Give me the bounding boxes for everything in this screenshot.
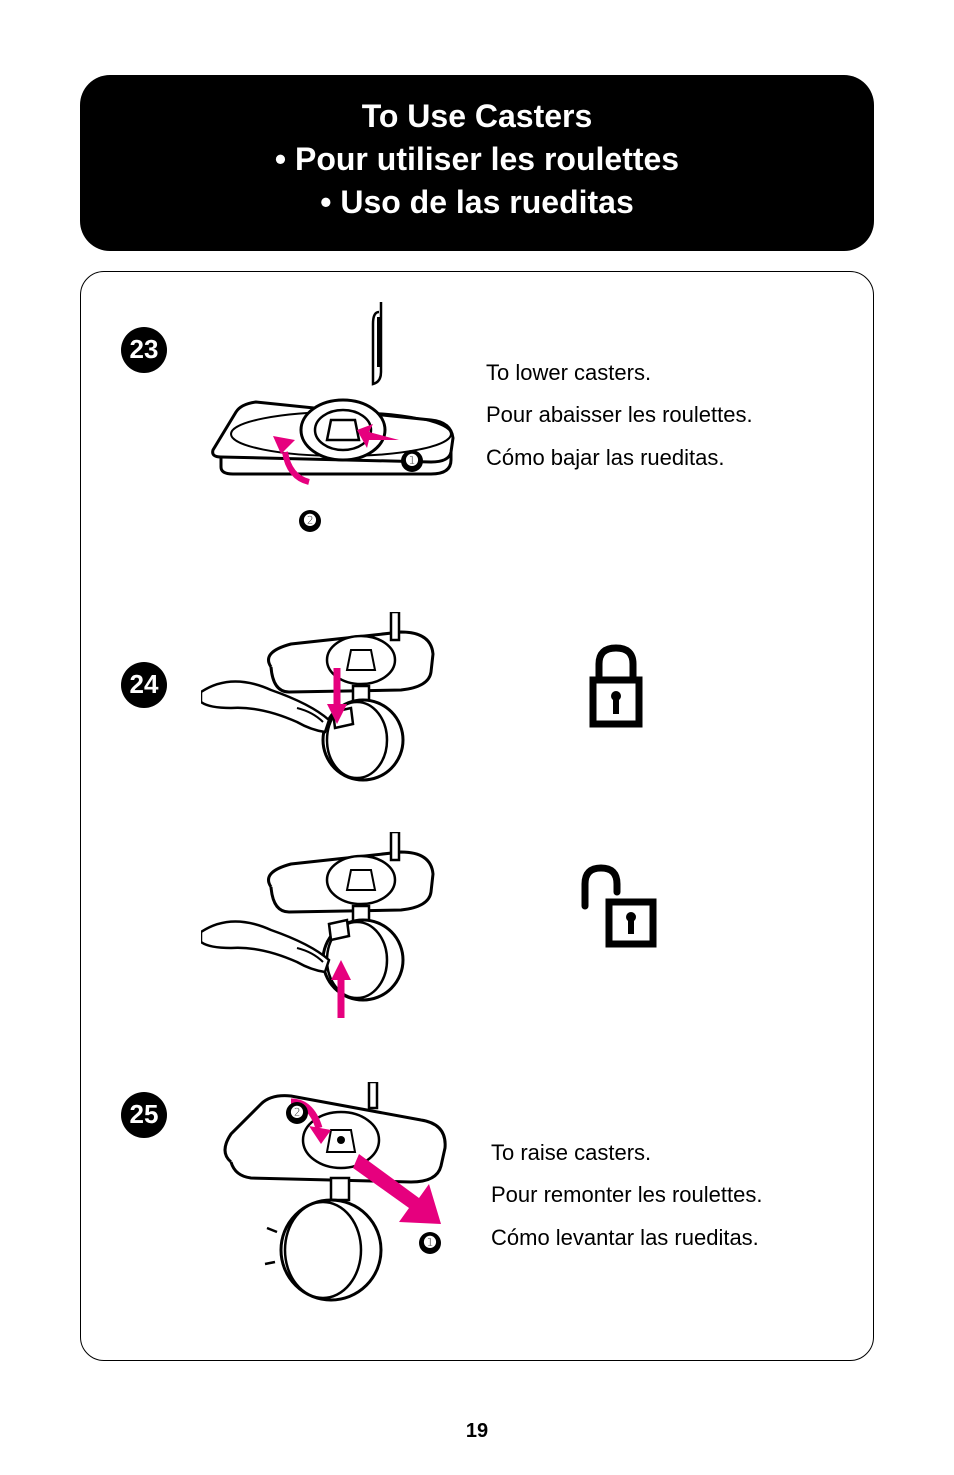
illustration-step-25 [191,1082,451,1312]
callout-1-icon: ➊ [401,450,423,472]
unlocked-icon [571,862,661,952]
callout-2b-icon: ➋ [286,1102,308,1124]
content-frame: 23 ➊ ➋ To lower casters. Pour abaisser l… [80,271,874,1361]
illustration-step-24a [201,612,441,802]
callout-2-icon: ➋ [299,510,321,532]
section-header: To Use Casters • Pour utiliser les roule… [80,75,874,251]
callout-1b-icon: ➊ [419,1232,441,1254]
page-number: 19 [0,1420,954,1443]
step-badge-25: 25 [121,1092,167,1138]
illustration-step-23 [181,302,461,542]
caption-lower-fr: Pour abaisser les roulettes. [486,394,753,437]
caption-raise-fr: Pour remonter les roulettes. [491,1174,762,1217]
caption-raise-es: Cómo levantar las rueditas. [491,1217,762,1260]
caption-lower: To lower casters. Pour abaisser les roul… [486,352,753,481]
step-badge-23: 23 [121,327,167,373]
step-badge-24: 24 [121,662,167,708]
illustration-step-24b [201,832,441,1032]
locked-icon [581,642,651,732]
header-title-fr: • Pour utiliser les roulettes [80,138,874,181]
caption-lower-en: To lower casters. [486,352,753,395]
caption-lower-es: Cómo bajar las rueditas. [486,437,753,480]
header-title-es: • Uso de las rueditas [80,181,874,224]
caption-raise: To raise casters. Pour remonter les roul… [491,1132,762,1261]
header-title-en: To Use Casters [80,95,874,138]
caption-raise-en: To raise casters. [491,1132,762,1175]
